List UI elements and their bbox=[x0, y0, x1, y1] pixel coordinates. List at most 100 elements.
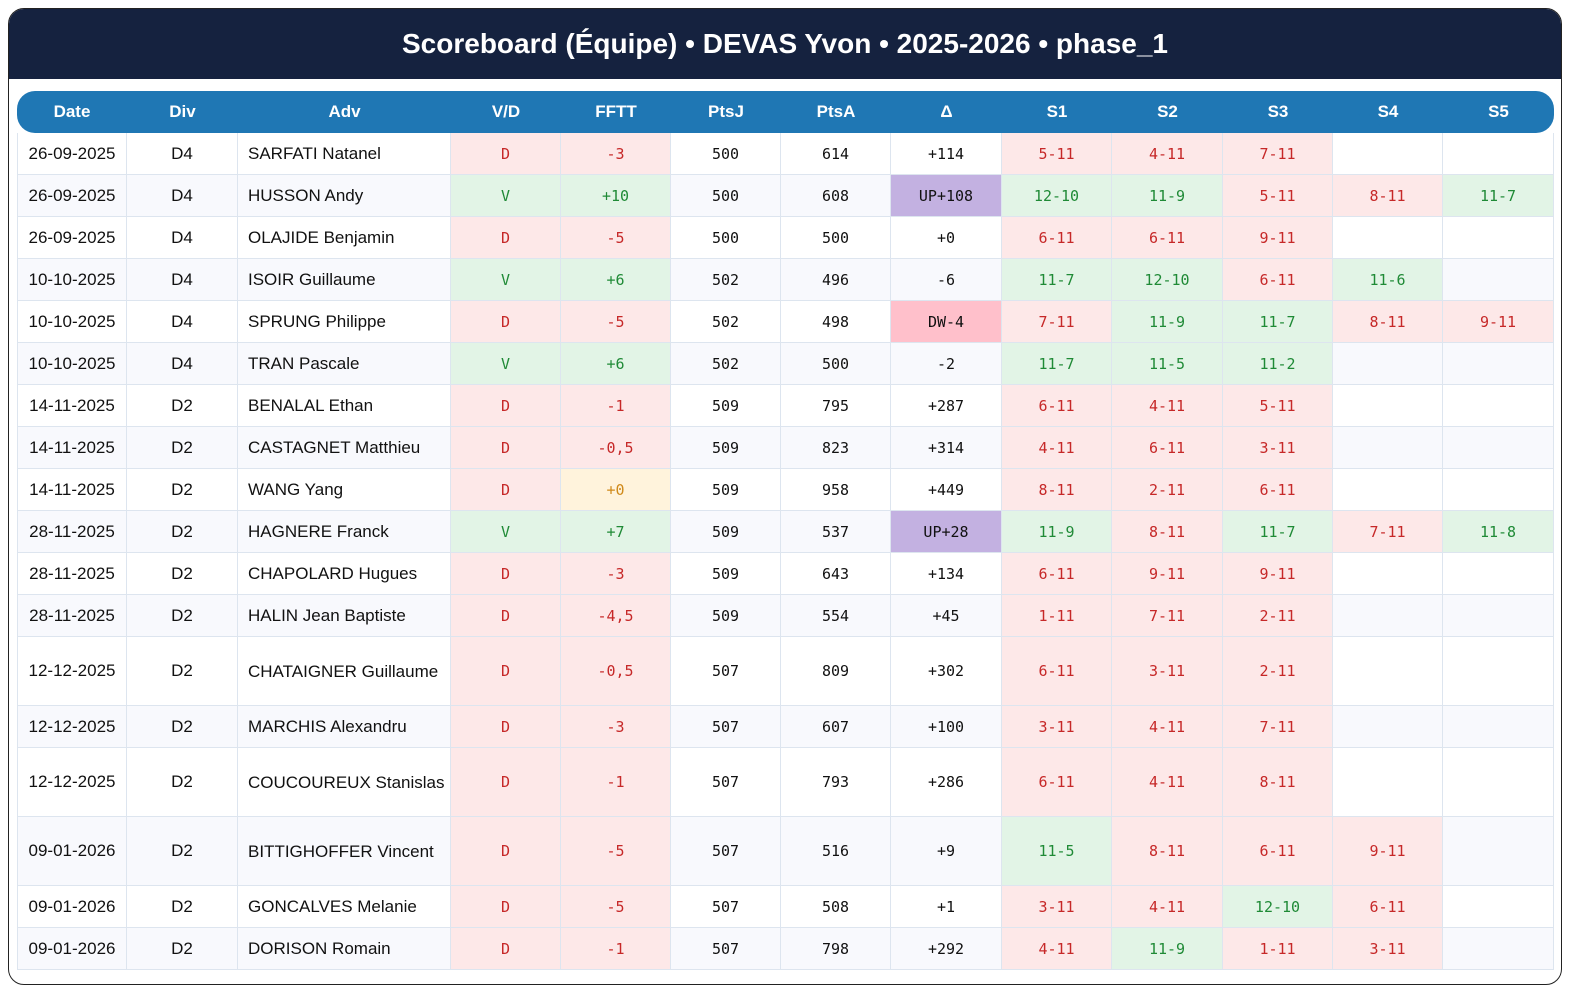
cell-s1: 7-11 bbox=[1002, 301, 1112, 343]
cell-fftt: +6 bbox=[561, 343, 671, 385]
cell-s3: 11-7 bbox=[1223, 511, 1333, 553]
cell-s3: 11-2 bbox=[1223, 343, 1333, 385]
cell-s2: 2-11 bbox=[1112, 469, 1223, 511]
column-header-delta[interactable]: Δ bbox=[891, 91, 1002, 133]
cell-date: 09-01-2026 bbox=[17, 886, 127, 928]
cell-vd: V bbox=[451, 343, 561, 385]
cell-s4: 8-11 bbox=[1333, 175, 1443, 217]
cell-s4 bbox=[1333, 706, 1443, 748]
cell-s5 bbox=[1443, 748, 1554, 817]
cell-delta: +45 bbox=[891, 595, 1002, 637]
table-header: Date Div Adv V/D FFTT PtsJ PtsA Δ S1 S2 S3 S4 S5 bbox=[17, 91, 1554, 133]
cell-s2: 11-9 bbox=[1112, 175, 1223, 217]
column-header-s4[interactable]: S4 bbox=[1333, 91, 1443, 133]
cell-delta: +314 bbox=[891, 427, 1002, 469]
cell-date: 09-01-2026 bbox=[17, 928, 127, 970]
cell-delta: +287 bbox=[891, 385, 1002, 427]
cell-ptsa: 496 bbox=[781, 259, 891, 301]
column-header-div[interactable]: Div bbox=[127, 91, 238, 133]
table-row: 26-09-2025 D4 SARFATI Natanel D -3 500 614 +114… bbox=[17, 133, 1554, 175]
cell-div: D2 bbox=[127, 553, 238, 595]
cell-s4 bbox=[1333, 595, 1443, 637]
column-header-adv[interactable]: Adv bbox=[238, 91, 451, 133]
cell-vd: D bbox=[451, 886, 561, 928]
cell-ptsj: 500 bbox=[671, 217, 781, 259]
column-header-s1[interactable]: S1 bbox=[1002, 91, 1112, 133]
cell-s1: 11-7 bbox=[1002, 259, 1112, 301]
cell-delta: +449 bbox=[891, 469, 1002, 511]
column-header-s2[interactable]: S2 bbox=[1112, 91, 1223, 133]
cell-s2: 4-11 bbox=[1112, 706, 1223, 748]
cell-vd: D bbox=[451, 427, 561, 469]
cell-div: D4 bbox=[127, 343, 238, 385]
cell-fftt: -3 bbox=[561, 133, 671, 175]
cell-fftt: -1 bbox=[561, 928, 671, 970]
cell-date: 14-11-2025 bbox=[17, 385, 127, 427]
cell-s3: 2-11 bbox=[1223, 637, 1333, 706]
cell-ptsa: 607 bbox=[781, 706, 891, 748]
cell-s4: 8-11 bbox=[1333, 301, 1443, 343]
cell-s5 bbox=[1443, 217, 1554, 259]
column-header-vd[interactable]: V/D bbox=[451, 91, 561, 133]
cell-vd: V bbox=[451, 175, 561, 217]
cell-s5 bbox=[1443, 595, 1554, 637]
cell-s3: 1-11 bbox=[1223, 928, 1333, 970]
cell-ptsa: 608 bbox=[781, 175, 891, 217]
cell-s5: 11-7 bbox=[1443, 175, 1554, 217]
column-header-s3[interactable]: S3 bbox=[1223, 91, 1333, 133]
cell-fftt: +0 bbox=[561, 469, 671, 511]
column-header-s5[interactable]: S5 bbox=[1443, 91, 1554, 133]
cell-vd: D bbox=[451, 217, 561, 259]
cell-s5 bbox=[1443, 886, 1554, 928]
cell-fftt: -4,5 bbox=[561, 595, 671, 637]
cell-s1: 4-11 bbox=[1002, 928, 1112, 970]
cell-date: 10-10-2025 bbox=[17, 259, 127, 301]
cell-date: 28-11-2025 bbox=[17, 553, 127, 595]
cell-s3: 9-11 bbox=[1223, 217, 1333, 259]
cell-vd: D bbox=[451, 928, 561, 970]
cell-ptsj: 507 bbox=[671, 748, 781, 817]
column-header-ptsj[interactable]: PtsJ bbox=[671, 91, 781, 133]
cell-s2: 3-11 bbox=[1112, 637, 1223, 706]
cell-s5 bbox=[1443, 385, 1554, 427]
cell-fftt: -3 bbox=[561, 553, 671, 595]
cell-delta: -2 bbox=[891, 343, 1002, 385]
cell-ptsj: 509 bbox=[671, 595, 781, 637]
cell-s3: 9-11 bbox=[1223, 553, 1333, 595]
cell-ptsj: 502 bbox=[671, 259, 781, 301]
cell-fftt: +7 bbox=[561, 511, 671, 553]
cell-s5: 11-8 bbox=[1443, 511, 1554, 553]
cell-s5 bbox=[1443, 637, 1554, 706]
table-row: 09-01-2026 D2 DORISON Romain D -1 507 798 +292 4… bbox=[17, 928, 1554, 970]
cell-s1: 5-11 bbox=[1002, 133, 1112, 175]
cell-ptsj: 509 bbox=[671, 511, 781, 553]
cell-s2: 8-11 bbox=[1112, 817, 1223, 886]
cell-date: 09-01-2026 bbox=[17, 817, 127, 886]
page-title: Scoreboard (Équipe) • DEVAS Yvon • 2025-… bbox=[9, 9, 1561, 79]
cell-adv: COUCOUREUX Stanislas bbox=[238, 748, 451, 817]
cell-div: D2 bbox=[127, 469, 238, 511]
column-header-ptsa[interactable]: PtsA bbox=[781, 91, 891, 133]
table-row: 28-11-2025 D2 HALIN Jean Baptiste D -4,5 509 5… bbox=[17, 595, 1554, 637]
cell-s1: 12-10 bbox=[1002, 175, 1112, 217]
cell-ptsj: 509 bbox=[671, 427, 781, 469]
cell-s2: 12-10 bbox=[1112, 259, 1223, 301]
cell-div: D4 bbox=[127, 259, 238, 301]
cell-s3: 5-11 bbox=[1223, 175, 1333, 217]
cell-s4 bbox=[1333, 748, 1443, 817]
cell-s2: 11-9 bbox=[1112, 301, 1223, 343]
cell-s2: 7-11 bbox=[1112, 595, 1223, 637]
column-header-fftt[interactable]: FFTT bbox=[561, 91, 671, 133]
cell-s2: 4-11 bbox=[1112, 133, 1223, 175]
table-row: 09-01-2026 D2 GONCALVES Melanie D -5 507 508 +1… bbox=[17, 886, 1554, 928]
cell-s4: 7-11 bbox=[1333, 511, 1443, 553]
cell-s1: 3-11 bbox=[1002, 706, 1112, 748]
cell-ptsa: 809 bbox=[781, 637, 891, 706]
cell-s5 bbox=[1443, 133, 1554, 175]
cell-s5 bbox=[1443, 427, 1554, 469]
cell-s5 bbox=[1443, 343, 1554, 385]
cell-s3: 8-11 bbox=[1223, 748, 1333, 817]
cell-adv: SPRUNG Philippe bbox=[238, 301, 451, 343]
cell-vd: V bbox=[451, 511, 561, 553]
column-header-date[interactable]: Date bbox=[17, 91, 127, 133]
